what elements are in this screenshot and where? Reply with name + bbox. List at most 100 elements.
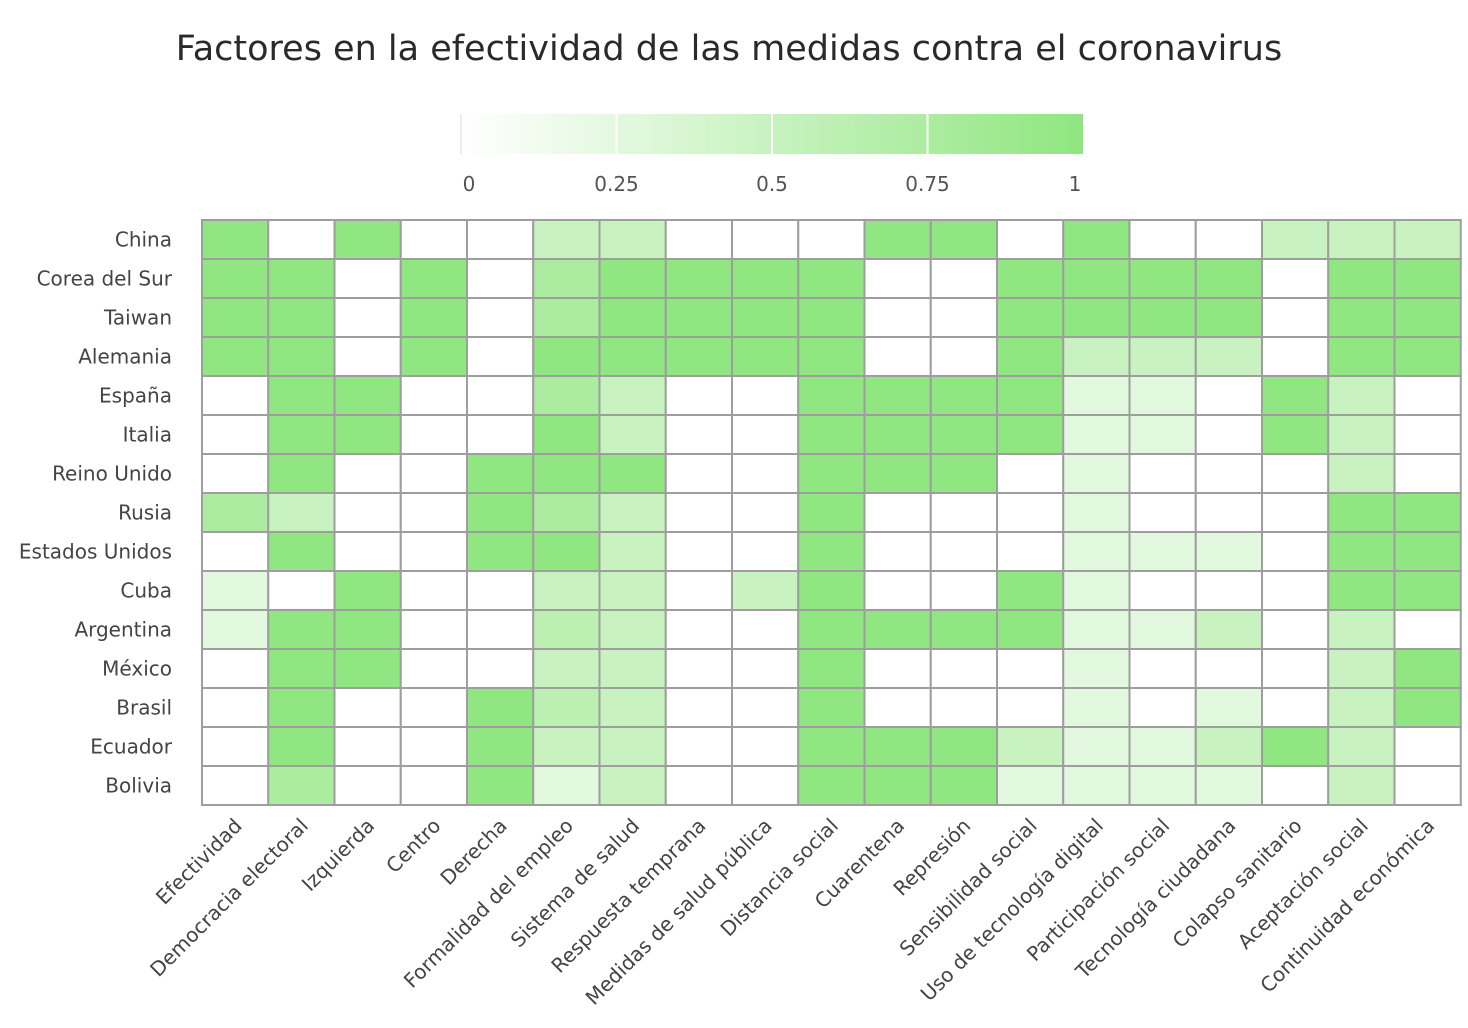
heatmap-cell-argentina-continuidad-economica bbox=[1393, 609, 1462, 650]
heatmap-cell-argentina-uso-de-tecnologia-digital bbox=[1062, 609, 1131, 650]
heatmap-cell-rusia-participacion-social bbox=[1128, 492, 1197, 533]
heatmap-cell-mexico-uso-de-tecnologia-digital bbox=[1062, 648, 1131, 689]
heatmap-cell-reino-unido-uso-de-tecnologia-digital bbox=[1062, 453, 1131, 494]
heatmap-cell-china-respuesta-temprana bbox=[664, 219, 733, 260]
heatmap-cell-bolivia-centro bbox=[399, 765, 468, 806]
heatmap-cell-rusia-sistema-de-salud bbox=[598, 492, 667, 533]
row-label-rusia: Rusia bbox=[118, 501, 172, 525]
heatmap-cell-bolivia-sensibilidad-social bbox=[996, 765, 1065, 806]
heatmap-cell-espana-tecnologia-ciudadana bbox=[1194, 375, 1263, 416]
heatmap-cell-cuba-distancia-social bbox=[797, 570, 866, 611]
heatmap-cell-corea-del-sur-democracia-electoral bbox=[267, 258, 336, 299]
heatmap-cell-brasil-aceptacion-social bbox=[1327, 687, 1396, 728]
heatmap-cell-cuba-uso-de-tecnologia-digital bbox=[1062, 570, 1131, 611]
heatmap-cell-ecuador-sistema-de-salud bbox=[598, 726, 667, 767]
heatmap-cell-reino-unido-derecha bbox=[466, 453, 535, 494]
heatmap-cell-estados-unidos-centro bbox=[399, 531, 468, 572]
heatmap-cell-alemania-centro bbox=[399, 336, 468, 377]
heatmap-cell-estados-unidos-sensibilidad-social bbox=[996, 531, 1065, 572]
heatmap-cell-espana-aceptacion-social bbox=[1327, 375, 1396, 416]
heatmap-cell-ecuador-respuesta-temprana bbox=[664, 726, 733, 767]
heatmap-cell-argentina-aceptacion-social bbox=[1327, 609, 1396, 650]
heatmap-cell-ecuador-aceptacion-social bbox=[1327, 726, 1396, 767]
heatmap-cell-estados-unidos-represion bbox=[929, 531, 998, 572]
heatmap-cell-corea-del-sur-aceptacion-social bbox=[1327, 258, 1396, 299]
heatmap-cell-reino-unido-centro bbox=[399, 453, 468, 494]
heatmap-cell-rusia-continuidad-economica bbox=[1393, 492, 1462, 533]
heatmap-cell-corea-del-sur-derecha bbox=[466, 258, 535, 299]
heatmap-cell-corea-del-sur-sensibilidad-social bbox=[996, 258, 1065, 299]
heatmap-cell-argentina-cuarentena bbox=[863, 609, 932, 650]
heatmap-cell-alemania-distancia-social bbox=[797, 336, 866, 377]
legend-tick-label: 0.25 bbox=[594, 172, 639, 196]
heatmap-cell-cuba-centro bbox=[399, 570, 468, 611]
heatmap-cell-ecuador-sensibilidad-social bbox=[996, 726, 1065, 767]
heatmap-cell-china-democracia-electoral bbox=[267, 219, 336, 260]
heatmap-cell-italia-uso-de-tecnologia-digital bbox=[1062, 414, 1131, 455]
heatmap-cell-italia-respuesta-temprana bbox=[664, 414, 733, 455]
heatmap-cell-argentina-represion bbox=[929, 609, 998, 650]
heatmap-cell-espana-uso-de-tecnologia-digital bbox=[1062, 375, 1131, 416]
heatmap-cell-italia-democracia-electoral bbox=[267, 414, 336, 455]
heatmap-cell-taiwan-respuesta-temprana bbox=[664, 297, 733, 338]
heatmap-cell-mexico-sensibilidad-social bbox=[996, 648, 1065, 689]
heatmap-cell-alemania-uso-de-tecnologia-digital bbox=[1062, 336, 1131, 377]
heatmap-cell-mexico-colapso-sanitario bbox=[1261, 648, 1330, 689]
heatmap-cell-reino-unido-aceptacion-social bbox=[1327, 453, 1396, 494]
heatmap-cell-mexico-izquierda bbox=[333, 648, 402, 689]
row-label-estados-unidos: Estados Unidos bbox=[19, 540, 172, 564]
heatmap-cell-rusia-formalidad-del-empleo bbox=[532, 492, 601, 533]
heatmap-cell-bolivia-sistema-de-salud bbox=[598, 765, 667, 806]
heatmap-cell-brasil-democracia-electoral bbox=[267, 687, 336, 728]
row-labels: China Corea del Sur Taiwan Alemania España It… bbox=[19, 228, 173, 798]
heatmap-cell-italia-distancia-social bbox=[797, 414, 866, 455]
column-label-izquierda: Izquierda bbox=[297, 814, 379, 896]
heatmap-cell-ecuador-participacion-social bbox=[1128, 726, 1197, 767]
heatmap-cell-corea-del-sur-represion bbox=[929, 258, 998, 299]
heatmap-cell-china-continuidad-economica bbox=[1393, 219, 1462, 260]
heatmap-cell-argentina-participacion-social bbox=[1128, 609, 1197, 650]
heatmap-cell-espana-medidas-de-salud-publica bbox=[731, 375, 800, 416]
heatmap-cell-alemania-tecnologia-ciudadana bbox=[1194, 336, 1263, 377]
heatmap-cell-rusia-tecnologia-ciudadana bbox=[1194, 492, 1263, 533]
heatmap-cell-taiwan-represion bbox=[929, 297, 998, 338]
heatmap-cell-argentina-democracia-electoral bbox=[267, 609, 336, 650]
heatmap-cell-italia-izquierda bbox=[333, 414, 402, 455]
heatmap-cell-espana-efectividad bbox=[201, 375, 270, 416]
heatmap-cell-alemania-derecha bbox=[466, 336, 535, 377]
heatmap-cell-taiwan-uso-de-tecnologia-digital bbox=[1062, 297, 1131, 338]
heatmap-cell-china-medidas-de-salud-publica bbox=[731, 219, 800, 260]
heatmap-cell-rusia-aceptacion-social bbox=[1327, 492, 1396, 533]
heatmap-cell-cuba-sensibilidad-social bbox=[996, 570, 1065, 611]
heatmap-cell-estados-unidos-participacion-social bbox=[1128, 531, 1197, 572]
heatmap-cell-italia-tecnologia-ciudadana bbox=[1194, 414, 1263, 455]
heatmap-cell-taiwan-continuidad-economica bbox=[1393, 297, 1462, 338]
heatmap-cell-cuba-derecha bbox=[466, 570, 535, 611]
heatmap-cell-china-cuarentena bbox=[863, 219, 932, 260]
heatmap-cell-cuba-aceptacion-social bbox=[1327, 570, 1396, 611]
heatmap-cell-rusia-sensibilidad-social bbox=[996, 492, 1065, 533]
heatmap-cell-alemania-continuidad-economica bbox=[1393, 336, 1462, 377]
heatmap-cell-mexico-represion bbox=[929, 648, 998, 689]
heatmap-cell-brasil-centro bbox=[399, 687, 468, 728]
heatmap-cell-espana-centro bbox=[399, 375, 468, 416]
heatmap-cell-argentina-medidas-de-salud-publica bbox=[731, 609, 800, 650]
heatmap-cell-mexico-formalidad-del-empleo bbox=[532, 648, 601, 689]
heatmap-cell-rusia-cuarentena bbox=[863, 492, 932, 533]
row-label-alemania: Alemania bbox=[78, 345, 172, 369]
heatmap-cell-ecuador-democracia-electoral bbox=[267, 726, 336, 767]
heatmap-cell-reino-unido-respuesta-temprana bbox=[664, 453, 733, 494]
heatmap-cell-estados-unidos-distancia-social bbox=[797, 531, 866, 572]
heatmap-cell-cuba-medidas-de-salud-publica bbox=[731, 570, 800, 611]
heatmap-cell-rusia-respuesta-temprana bbox=[664, 492, 733, 533]
heatmap-cell-argentina-izquierda bbox=[333, 609, 402, 650]
heatmap-cell-reino-unido-continuidad-economica bbox=[1393, 453, 1462, 494]
heatmap-cell-rusia-efectividad bbox=[201, 492, 270, 533]
heatmap-cell-bolivia-cuarentena bbox=[863, 765, 932, 806]
heatmap-cell-cuba-represion bbox=[929, 570, 998, 611]
heatmap-cell-brasil-continuidad-economica bbox=[1393, 687, 1462, 728]
row-label-bolivia: Bolivia bbox=[105, 774, 172, 798]
heatmap-cell-mexico-efectividad bbox=[201, 648, 270, 689]
